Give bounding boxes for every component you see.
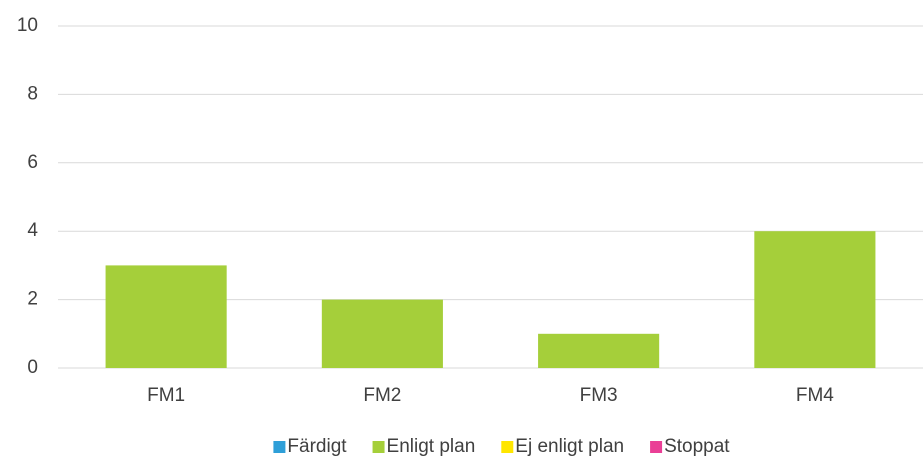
y-tick-label: 6 (27, 152, 38, 173)
y-tick-label: 0 (27, 357, 38, 378)
legend-label: Färdigt (287, 436, 347, 457)
legend-label: Ej enligt plan (515, 436, 624, 457)
bar-segment (321, 299, 443, 368)
legend-swatch (650, 441, 663, 453)
y-tick-label: 10 (17, 15, 38, 36)
x-tick-label: FM4 (796, 385, 834, 406)
legend-swatch (273, 441, 286, 453)
x-tick-label: FM3 (580, 385, 618, 406)
legend-label: Stoppat (664, 436, 730, 457)
y-tick-label: 4 (27, 220, 38, 241)
x-tick-label: FM2 (363, 385, 401, 406)
bar-segment (105, 265, 227, 368)
y-tick-label: 2 (27, 289, 38, 310)
legend-swatch (372, 441, 385, 453)
x-tick-label: FM1 (147, 385, 185, 406)
bar-segment (538, 333, 660, 368)
bar-segment (754, 231, 876, 368)
legend-swatch (501, 441, 514, 453)
legend-label: Enligt plan (387, 436, 476, 457)
y-tick-label: 8 (27, 83, 38, 104)
